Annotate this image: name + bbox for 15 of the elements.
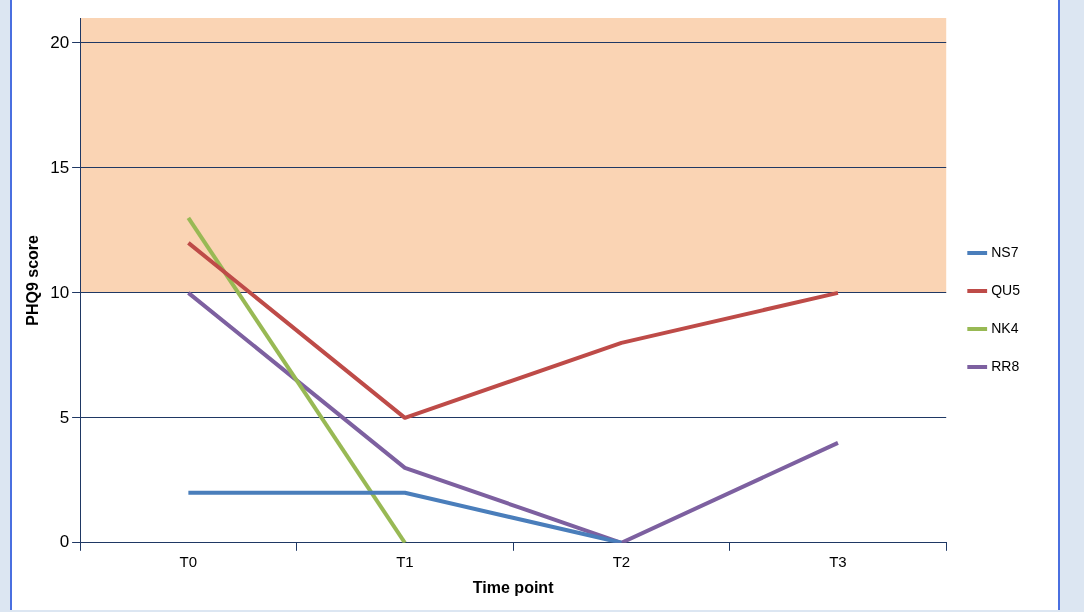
- x-tick-label: T3: [829, 552, 847, 570]
- y-axis-title: PHQ9 score: [24, 234, 42, 326]
- x-tick-label: T2: [612, 552, 631, 570]
- x-tick-label: T0: [179, 552, 198, 570]
- legend-label: NK4: [991, 319, 1019, 336]
- x-tick-label: T1: [396, 552, 414, 570]
- y-tick-label: 15: [50, 157, 70, 177]
- y-tick-label: 10: [50, 282, 70, 302]
- legend-label: QU5: [991, 281, 1021, 298]
- y-tick-label: 0: [59, 532, 70, 552]
- legend-label: NS7: [991, 243, 1019, 260]
- y-tick-label: 20: [50, 32, 70, 52]
- x-axis-title: Time point: [472, 578, 555, 596]
- y-tick-label: 5: [59, 407, 70, 427]
- legend-label: RR8: [991, 357, 1020, 374]
